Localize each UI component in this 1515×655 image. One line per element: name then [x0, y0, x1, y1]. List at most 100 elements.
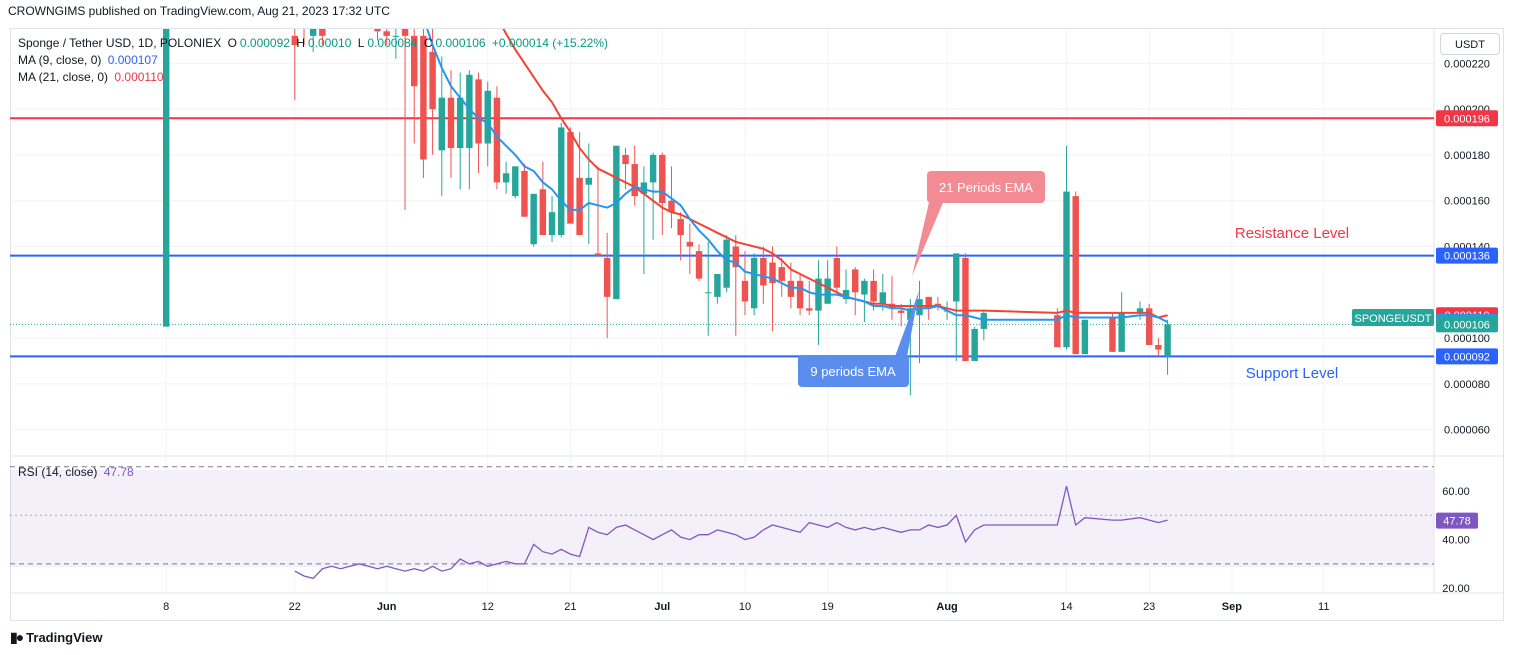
rsi-tick-label: 40.00	[1442, 535, 1470, 547]
rsi-tick-label: 60.00	[1442, 486, 1470, 498]
candle-body	[1145, 308, 1153, 345]
candle	[512, 166, 519, 199]
price-tick-label: 0.000080	[1444, 379, 1490, 391]
symbol-tag-box	[1352, 309, 1434, 326]
price-label-box	[1436, 247, 1498, 264]
candle	[677, 212, 684, 261]
candle	[1118, 292, 1125, 352]
candle-body	[934, 303, 942, 307]
candle-body	[1054, 315, 1061, 348]
candle-body	[962, 257, 969, 361]
candle-body	[1081, 319, 1089, 355]
candle-body	[309, 29, 317, 36]
candle	[567, 127, 574, 224]
price-label: 0.000136	[1436, 247, 1498, 264]
tradingview-logo[interactable]: ▮● TradingView	[10, 629, 103, 646]
candle	[649, 152, 657, 240]
candle	[1054, 308, 1061, 348]
candle-body	[695, 251, 703, 279]
candle	[447, 70, 455, 178]
candle-body	[769, 262, 776, 284]
candle-body	[301, 18, 307, 29]
rsi-current-label: 47.78	[1436, 512, 1478, 529]
candle	[833, 246, 841, 293]
candle	[456, 72, 464, 190]
candle	[760, 246, 767, 304]
candle	[714, 273, 721, 304]
candle-body	[760, 257, 767, 286]
symbol-tag: SPONGEUSDT	[1352, 309, 1434, 326]
time-tick-label: 14	[1060, 601, 1072, 613]
ema9-callout-text: 9 periods EMA	[810, 364, 896, 379]
candle-body	[493, 97, 501, 183]
candle-body	[291, 35, 299, 46]
symbol-name[interactable]: Sponge / Tether USD, 1D, POLONIEX	[18, 36, 222, 50]
candle	[640, 166, 648, 274]
candle-body	[705, 292, 712, 294]
ma21-legend[interactable]: MA (21, close, 0) 0.000110	[18, 70, 167, 84]
candle-body	[677, 219, 684, 236]
ema21-callout-box	[927, 171, 1045, 203]
candle-body	[1155, 344, 1162, 350]
candle-body	[971, 328, 978, 361]
candle	[558, 122, 565, 238]
candle-body	[750, 257, 758, 309]
candle	[466, 70, 473, 190]
candle	[971, 326, 978, 361]
price-tick-label: 0.000180	[1444, 150, 1490, 162]
symbol-legend: Sponge / Tether USD, 1D, POLONIEX O 0.000…	[18, 36, 611, 50]
time-tick-label: 19	[822, 601, 834, 613]
symbol-tag-text: SPONGEUSDT	[1354, 313, 1431, 325]
support-level-label: Support Level	[1246, 365, 1339, 382]
candle-body	[558, 127, 565, 236]
ma9-label: MA (9, close, 0)	[18, 53, 102, 67]
candle-body	[466, 74, 473, 149]
candle-body	[1118, 312, 1125, 352]
candle-body	[374, 29, 381, 32]
change-value: +0.000014 (+15.22%)	[491, 36, 608, 50]
candle-body	[484, 90, 491, 144]
candle	[962, 253, 969, 361]
currency-selector[interactable]: USDT	[1440, 33, 1500, 55]
ema9-callout-box	[798, 355, 909, 387]
candle	[861, 278, 868, 323]
candle	[888, 276, 896, 320]
candle	[319, 29, 326, 46]
candle-body	[649, 154, 657, 183]
time-tick-label: 8	[163, 601, 169, 613]
candle-body	[1164, 324, 1171, 357]
candle-body	[897, 310, 905, 313]
time-tick-label: Jun	[377, 601, 397, 613]
price-label: 0.000092	[1436, 348, 1498, 365]
candle	[383, 29, 390, 46]
time-tick-label: Jul	[654, 601, 670, 613]
candle	[1155, 338, 1162, 357]
open-label: O	[227, 36, 237, 50]
candle	[980, 310, 988, 341]
high-label: H	[296, 36, 305, 50]
ma9-line	[426, 29, 1169, 323]
candle	[162, 29, 170, 327]
candle	[750, 253, 758, 316]
ma9-legend[interactable]: MA (9, close, 0) 0.000107	[18, 53, 161, 67]
candle-body	[741, 280, 749, 302]
candle	[741, 251, 749, 316]
candle	[301, 18, 307, 46]
candle-body	[411, 35, 418, 87]
price-label-box	[1436, 348, 1498, 365]
price-label-text: 0.000106	[1444, 319, 1490, 331]
candle	[438, 56, 446, 197]
rsi-value: 47.78	[103, 465, 134, 479]
candle-body	[879, 292, 886, 304]
candle	[374, 29, 381, 41]
price-tick-label: 0.000160	[1444, 196, 1490, 208]
candle	[603, 232, 611, 339]
candle-body	[420, 35, 427, 160]
candle	[392, 29, 400, 59]
rsi-legend[interactable]: RSI (14, close) 47.78	[18, 465, 137, 479]
low-label: L	[357, 36, 365, 50]
candle	[842, 269, 850, 304]
candle	[548, 196, 556, 242]
candle-body	[1072, 196, 1079, 355]
